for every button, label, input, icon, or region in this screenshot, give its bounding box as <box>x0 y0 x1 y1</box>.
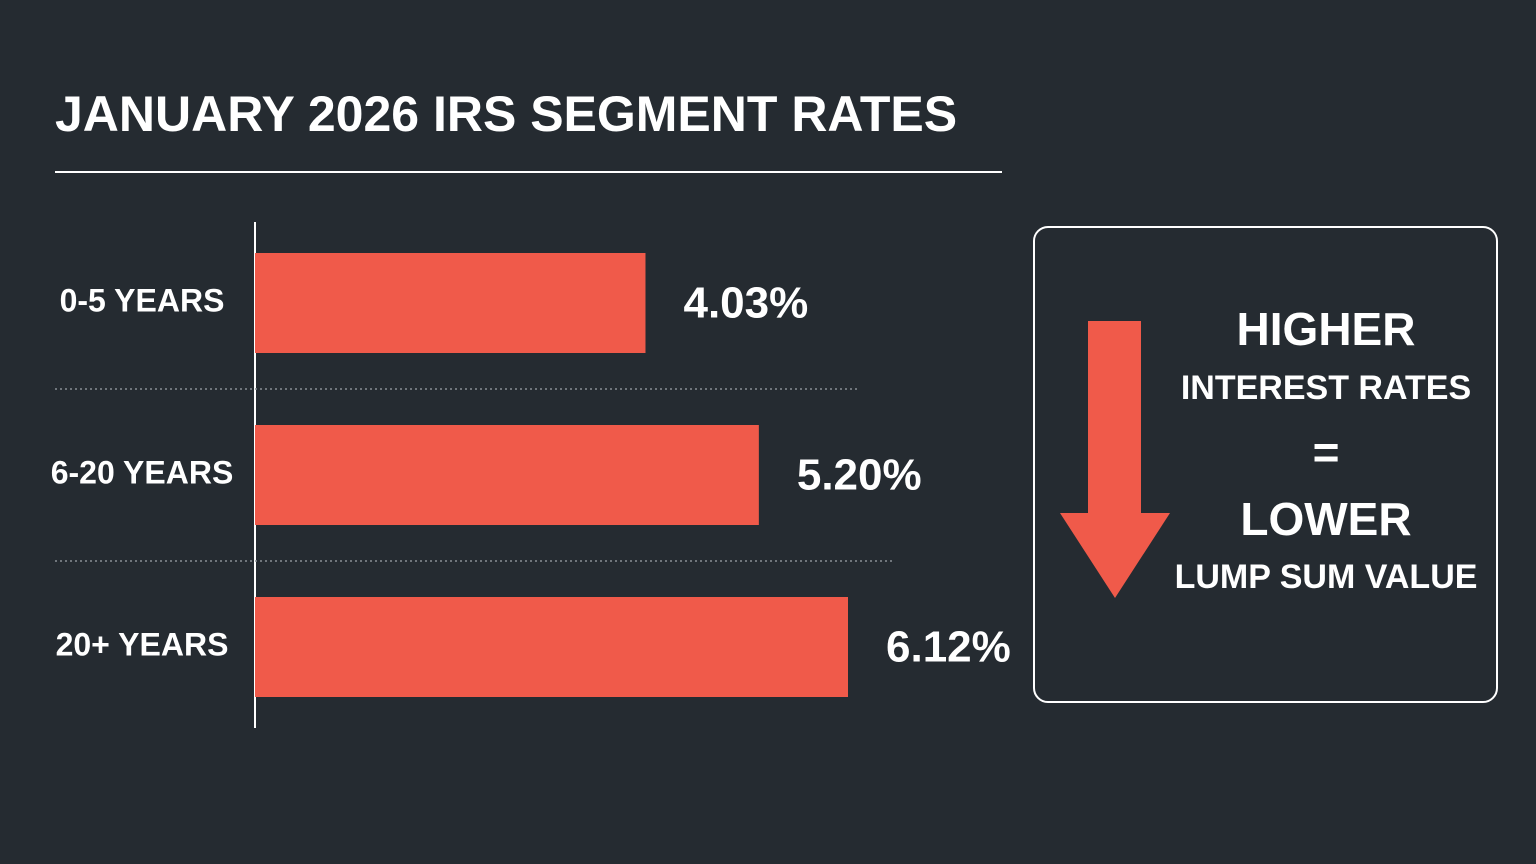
bar <box>255 253 646 353</box>
value-label: 6.12% <box>886 623 1011 672</box>
arrow-shaft <box>1088 321 1141 514</box>
panel-text: INTEREST RATES <box>1181 369 1471 407</box>
value-label: 5.20% <box>797 451 922 500</box>
panel-text: LUMP SUM VALUE <box>1175 558 1478 596</box>
value-label: 4.03% <box>683 279 808 328</box>
panel-text: LOWER <box>1240 493 1411 545</box>
category-label: 6-20 YEARS <box>51 454 234 490</box>
info-panel <box>1033 226 1498 703</box>
panel-text: = <box>1313 426 1340 478</box>
bar <box>255 597 848 697</box>
category-label: 0-5 YEARS <box>60 282 225 318</box>
chart-title: JANUARY 2026 IRS SEGMENT RATES <box>55 86 957 142</box>
panel-text: HIGHER <box>1237 303 1416 355</box>
category-label: 20+ YEARS <box>56 626 229 662</box>
arrow-head <box>1060 513 1170 598</box>
bar <box>255 425 759 525</box>
